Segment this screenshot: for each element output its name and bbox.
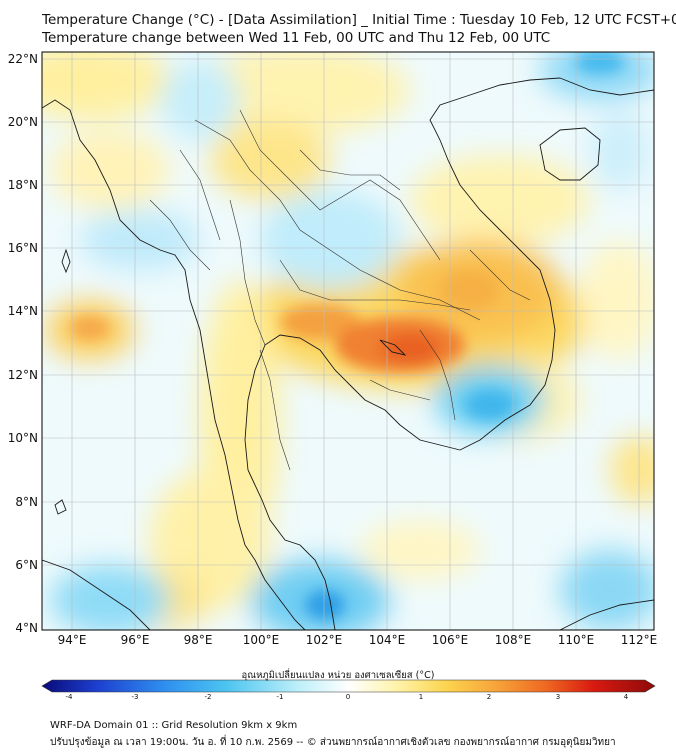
lon-label: 108°E bbox=[494, 633, 532, 647]
colorbar-gradient bbox=[41, 679, 656, 693]
colorbar-tick: 0 bbox=[345, 693, 351, 701]
footer-domain-info: WRF-DA Domain 01 :: Grid Resolution 9km … bbox=[50, 720, 298, 731]
temperature-change-map bbox=[41, 51, 656, 693]
colorbar-tick: -2 bbox=[204, 693, 212, 701]
map-subtitle: Temperature change between Wed 11 Feb, 0… bbox=[42, 30, 551, 46]
colorbar-tick: -4 bbox=[65, 693, 73, 701]
coastlines bbox=[42, 77, 654, 630]
lat-label: 12°N bbox=[7, 368, 38, 382]
colorbar-tick: 2 bbox=[486, 693, 492, 701]
lon-label: 106°E bbox=[431, 633, 469, 647]
lat-label: 22°N bbox=[7, 52, 38, 66]
colorbar-tick: 3 bbox=[555, 693, 561, 701]
colorbar-tick: -1 bbox=[276, 693, 284, 701]
lon-label: 98°E bbox=[183, 633, 213, 647]
lat-label: 20°N bbox=[7, 115, 38, 129]
lat-label: 8°N bbox=[15, 495, 38, 509]
colorbar bbox=[41, 679, 656, 693]
map-frame bbox=[41, 51, 655, 631]
lat-label: 16°N bbox=[7, 241, 38, 255]
lat-label: 6°N bbox=[15, 558, 38, 572]
lon-label: 100°E bbox=[242, 633, 280, 647]
lon-label: 112°E bbox=[620, 633, 658, 647]
lat-label: 4°N bbox=[15, 621, 38, 635]
lat-label: 14°N bbox=[7, 304, 38, 318]
colorbar-tick: 1 bbox=[418, 693, 424, 701]
map-title: Temperature Change (°C) - [Data Assimila… bbox=[42, 12, 676, 28]
temperature-field bbox=[42, 52, 654, 630]
colorbar-tick: -3 bbox=[131, 693, 139, 701]
lon-label: 110°E bbox=[557, 633, 595, 647]
lat-label: 18°N bbox=[7, 178, 38, 192]
lon-label: 96°E bbox=[120, 633, 150, 647]
lat-label: 10°N bbox=[7, 431, 38, 445]
admin-borders bbox=[149, 109, 531, 471]
lon-label: 104°E bbox=[368, 633, 406, 647]
lon-label: 102°E bbox=[305, 633, 343, 647]
colorbar-label: อุณหภูมิเปลี่ยนแปลง หน่วย องศาเซลเซียส (… bbox=[241, 670, 435, 681]
colorbar-tick: 4 bbox=[623, 693, 629, 701]
lon-label: 94°E bbox=[57, 633, 87, 647]
footer-update-info: ปรับปรุงข้อมูล ณ เวลา 19:00น. วัน อ. ที่… bbox=[50, 737, 616, 748]
